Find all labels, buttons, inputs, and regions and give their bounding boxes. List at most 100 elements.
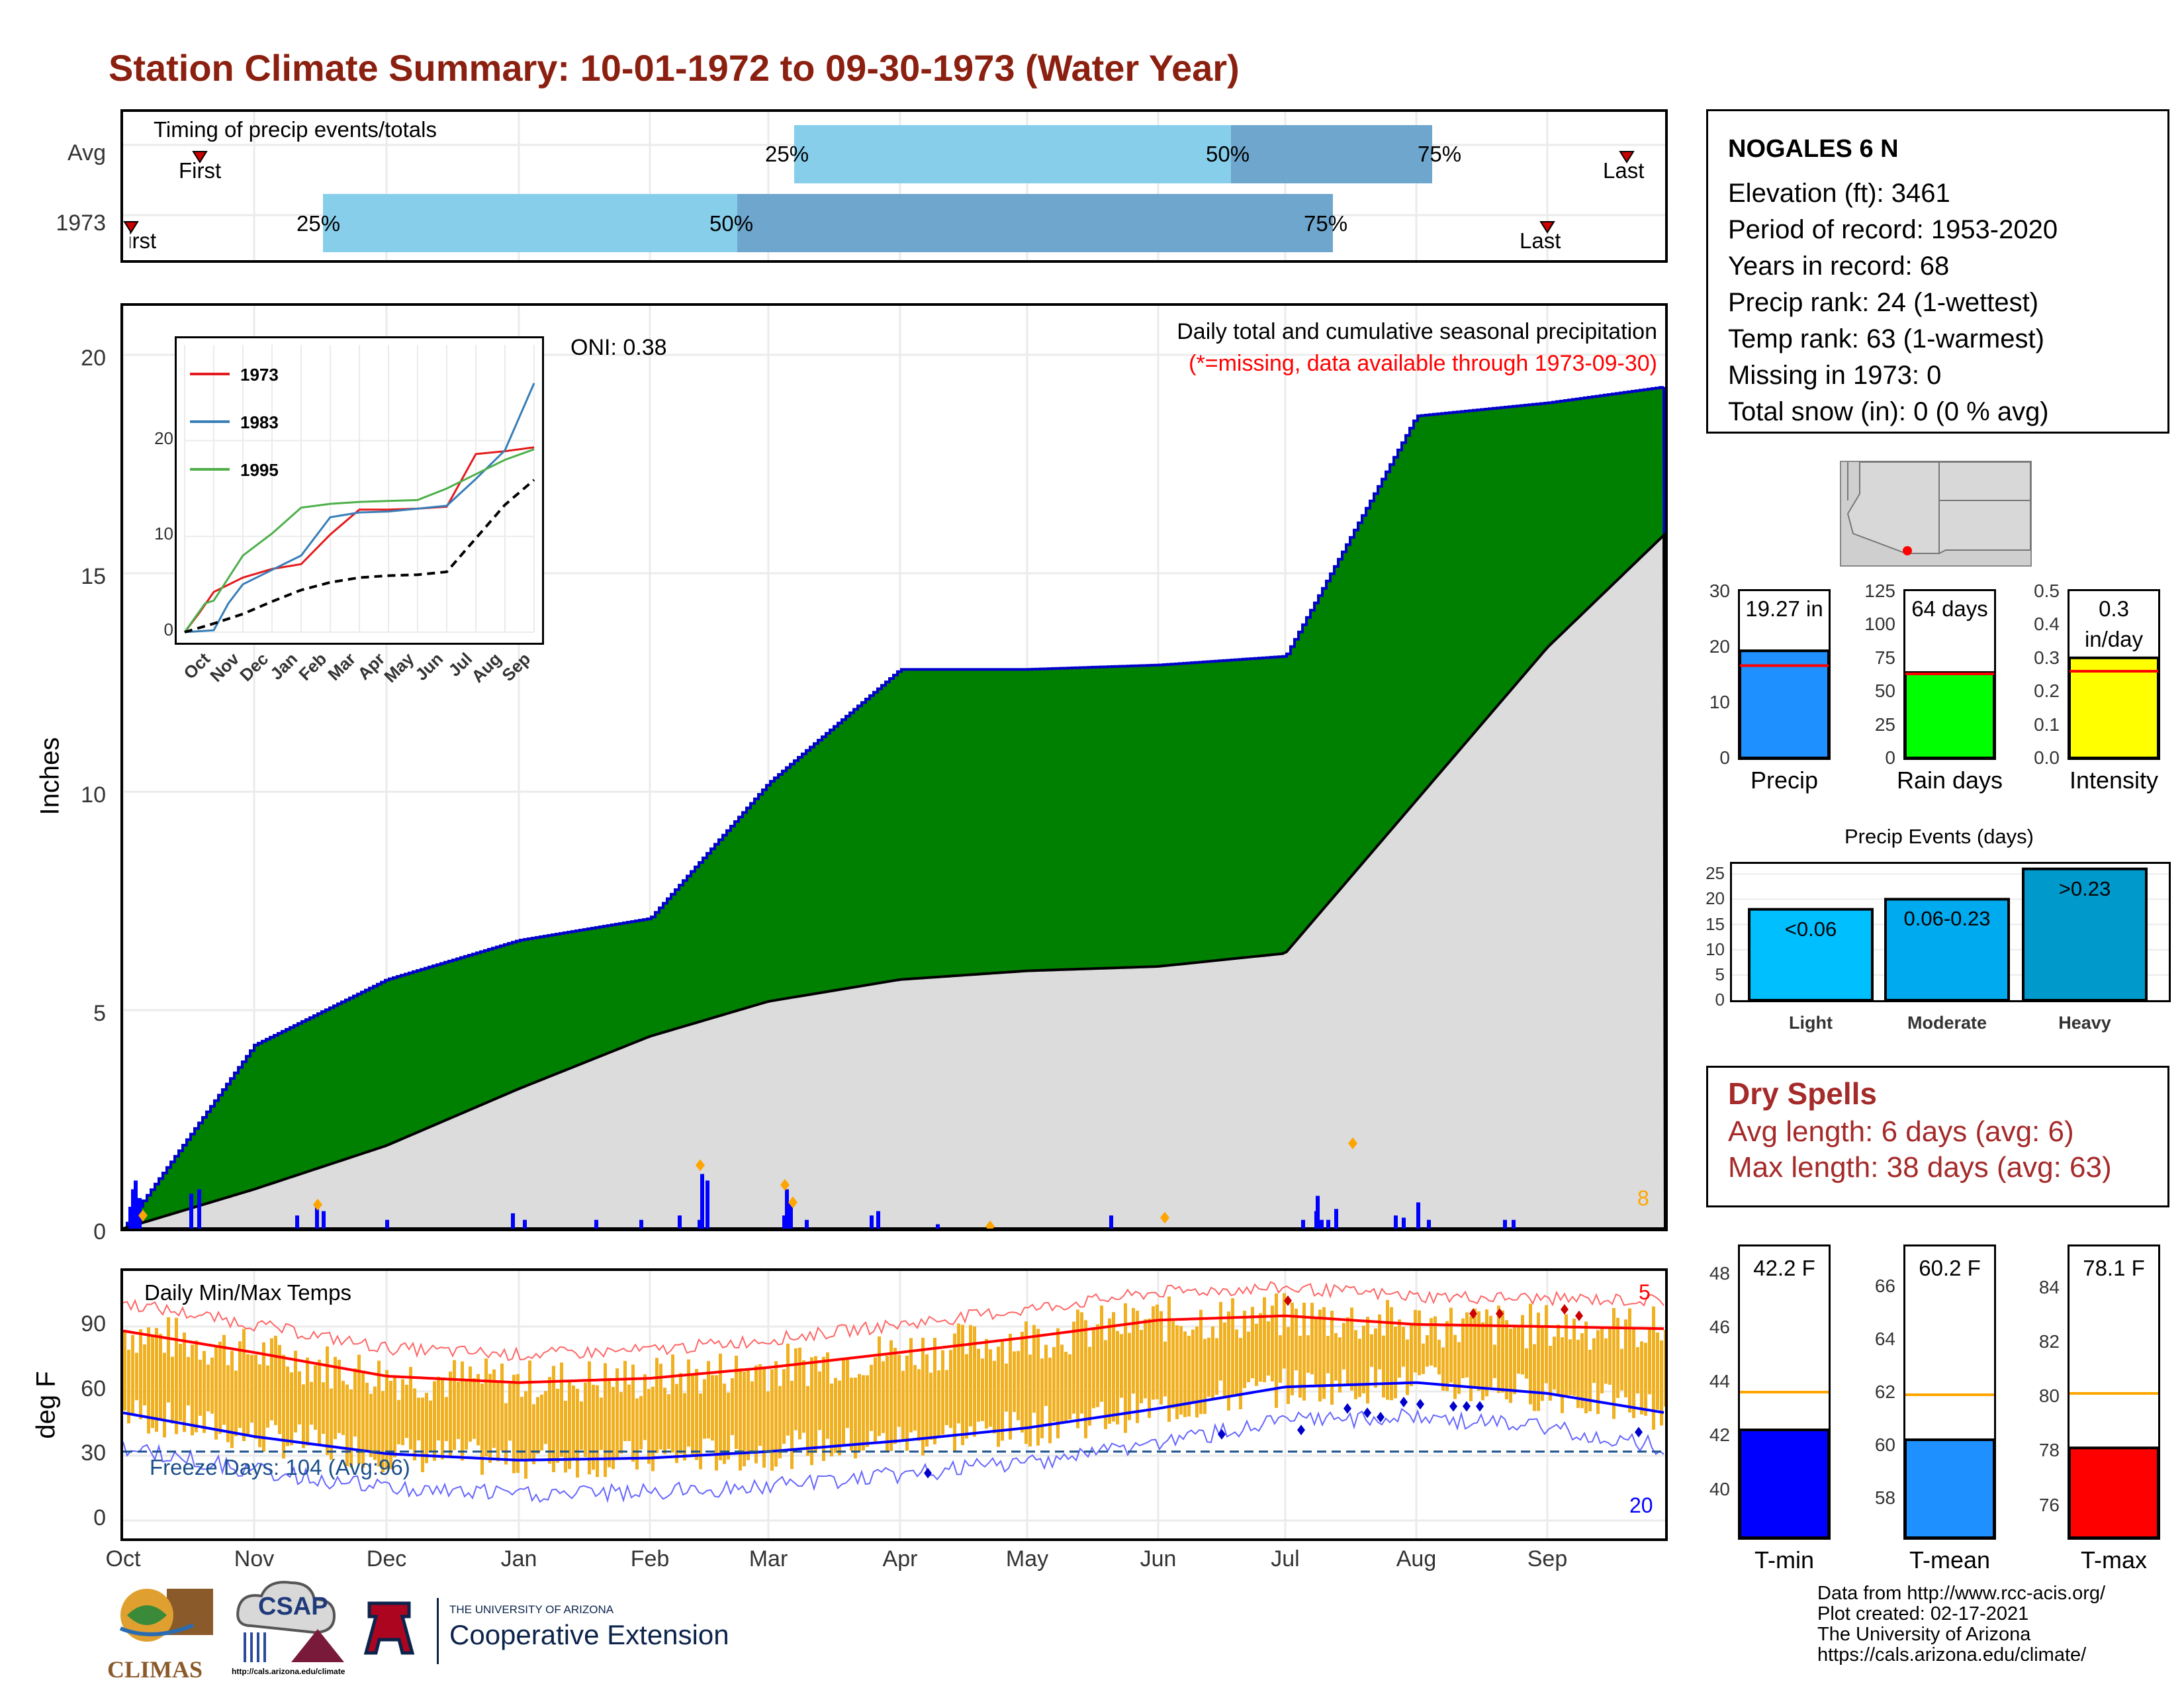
daily-temp-bar bbox=[1330, 1311, 1334, 1405]
daily-temp-bar bbox=[226, 1365, 230, 1442]
cold-days-count: 20 bbox=[1629, 1493, 1653, 1517]
daily-temp-bar bbox=[338, 1360, 341, 1433]
timing-svg bbox=[123, 112, 1665, 260]
daily-temp-bar bbox=[1580, 1333, 1584, 1409]
daily-temp-bar bbox=[878, 1336, 881, 1436]
daily-temp-bar bbox=[409, 1366, 412, 1450]
precip-panel: 1973 1983 1995 0 10 20 Oct Nov Dec Jan Feb Mar A… bbox=[120, 303, 1668, 1231]
daily-temp-bar bbox=[1481, 1322, 1484, 1401]
ua-a-icon bbox=[363, 1601, 415, 1655]
daily-temp-bar bbox=[560, 1362, 563, 1457]
daily-temp-bar bbox=[965, 1354, 968, 1439]
daily-temp-bar bbox=[1259, 1313, 1262, 1382]
daily-temp-bar bbox=[937, 1370, 940, 1438]
daily-temp-bar bbox=[1390, 1307, 1393, 1401]
daily-temp-bar bbox=[330, 1388, 333, 1460]
daily-temp-bar bbox=[985, 1338, 988, 1429]
daily-temp-bar bbox=[806, 1385, 809, 1456]
daily-temp-bar bbox=[699, 1393, 702, 1470]
daily-temp-bar bbox=[1525, 1348, 1528, 1379]
daily-temp-bar bbox=[727, 1392, 730, 1460]
daily-temp-bar bbox=[1513, 1326, 1516, 1394]
events-category-label: Heavy bbox=[2058, 1013, 2111, 1033]
precip-ytick-20: 20 bbox=[81, 346, 106, 371]
timing-row-obs: 1973 bbox=[56, 211, 106, 236]
tmax-bar-svg bbox=[2070, 1392, 2158, 1538]
daily-temp-bar bbox=[913, 1365, 917, 1431]
climas-logo-text: CLIMAS bbox=[107, 1656, 203, 1683]
daily-temp-bar bbox=[1322, 1307, 1326, 1399]
daily-temp-bar bbox=[627, 1384, 631, 1442]
record-low-marker bbox=[1343, 1403, 1351, 1414]
daily-temp-bar bbox=[596, 1385, 599, 1477]
daily-temp-bar bbox=[826, 1352, 829, 1439]
daily-temp-bar bbox=[1656, 1332, 1659, 1410]
daily-temp-bar bbox=[1624, 1319, 1627, 1397]
daily-temp-bar bbox=[945, 1370, 948, 1425]
daily-temp-bar bbox=[322, 1382, 325, 1434]
rain_days-label: Rain days bbox=[1896, 767, 2003, 794]
daily-temp-bar bbox=[1084, 1320, 1087, 1438]
daily-temp-bar bbox=[770, 1369, 774, 1471]
csap-url: http://cals.arizona.edu/climate bbox=[232, 1667, 345, 1676]
avg-first-label: First bbox=[179, 158, 222, 183]
daily-precip-bar bbox=[128, 1207, 132, 1229]
daily-temp-bar bbox=[711, 1375, 714, 1441]
rain_days-tick: 0 bbox=[1885, 747, 1895, 768]
station-temp-rank: Temp rank: 63 (1-warmest) bbox=[1728, 324, 2044, 353]
events-tick: 15 bbox=[1706, 914, 1725, 934]
daily-temp-bar bbox=[1243, 1311, 1246, 1388]
daily-temp-bar bbox=[1402, 1327, 1405, 1367]
daily-precip-bar bbox=[1512, 1219, 1516, 1229]
daily-temp-bar bbox=[576, 1388, 579, 1478]
rain_days-tick: 75 bbox=[1874, 647, 1895, 668]
daily-temp-bar bbox=[1588, 1350, 1592, 1411]
daily-temp-bar bbox=[1108, 1318, 1111, 1424]
daily-temp-bar bbox=[973, 1326, 976, 1437]
record-low-marker bbox=[1363, 1407, 1371, 1419]
rain_days-tick: 25 bbox=[1874, 714, 1895, 735]
daily-temp-bar bbox=[921, 1337, 925, 1456]
month-label-aug: Aug bbox=[1396, 1546, 1437, 1571]
temp-ytick-30: 30 bbox=[81, 1440, 106, 1466]
daily-temp-bar bbox=[1231, 1298, 1234, 1395]
daily-temp-bar bbox=[862, 1375, 865, 1451]
daily-temp-bar bbox=[1112, 1312, 1115, 1422]
daily-temp-bar bbox=[1386, 1299, 1389, 1400]
daily-temp-bar bbox=[365, 1382, 369, 1452]
daily-temp-bar bbox=[1485, 1309, 1488, 1397]
daily-temp-bar bbox=[1660, 1340, 1663, 1426]
line-1995 bbox=[183, 448, 535, 633]
csap-logo: CSAP http://cals.arizona.edu/climate bbox=[232, 1579, 351, 1681]
daily-temp-bar bbox=[1557, 1325, 1560, 1395]
tmin-bar bbox=[1740, 1429, 1829, 1538]
avg-p75: 75% bbox=[1418, 142, 1462, 166]
daily-temp-bar bbox=[1080, 1312, 1083, 1414]
daily-temp-bar bbox=[222, 1335, 226, 1425]
precip-tick: 0 bbox=[1719, 747, 1730, 768]
heavy-count-label: 8 bbox=[1637, 1186, 1649, 1210]
daily-temp-bar bbox=[1156, 1304, 1159, 1399]
intensity-tick: 0.0 bbox=[2034, 747, 2060, 768]
daily-temp-bar bbox=[905, 1355, 909, 1451]
daily-temp-bar bbox=[453, 1360, 456, 1450]
daily-temp-bar bbox=[326, 1346, 329, 1455]
daily-temp-bar bbox=[1600, 1329, 1604, 1393]
daily-temp-bar bbox=[1144, 1319, 1147, 1399]
daily-temp-bar bbox=[1636, 1347, 1639, 1394]
record-high-marker bbox=[1561, 1303, 1569, 1315]
daily-temp-bar bbox=[445, 1397, 448, 1441]
daily-temp-bar bbox=[758, 1364, 762, 1446]
daily-temp-bar bbox=[381, 1391, 385, 1473]
daily-precip-bar bbox=[295, 1215, 299, 1229]
daily-temp-bar bbox=[1140, 1329, 1143, 1403]
obs-q1-bar bbox=[323, 194, 737, 252]
daily-precip-bar bbox=[322, 1211, 326, 1229]
daily-temp-bar bbox=[540, 1394, 543, 1451]
daily-temp-bar bbox=[234, 1370, 238, 1436]
daily-temp-bar bbox=[1136, 1311, 1139, 1423]
obs-last-marker bbox=[1539, 221, 1555, 234]
daily-temp-bar bbox=[1422, 1343, 1425, 1374]
daily-temp-bar bbox=[675, 1383, 678, 1464]
daily-temp-bar bbox=[953, 1333, 956, 1452]
